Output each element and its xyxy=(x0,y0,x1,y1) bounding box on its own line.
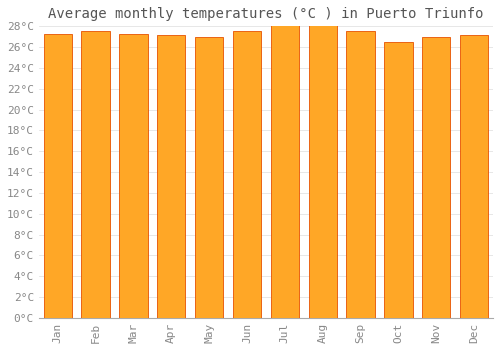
Bar xyxy=(44,34,72,318)
Bar xyxy=(82,32,110,318)
Bar xyxy=(422,37,450,318)
Bar xyxy=(460,35,488,318)
Bar xyxy=(157,35,186,318)
Bar xyxy=(346,32,375,318)
Bar xyxy=(270,24,299,318)
Title: Average monthly temperatures (°C ) in Puerto Triunfo: Average monthly temperatures (°C ) in Pu… xyxy=(48,7,484,21)
Bar xyxy=(233,32,261,318)
Bar xyxy=(308,24,337,318)
Bar xyxy=(384,42,412,318)
Bar xyxy=(195,37,224,318)
Bar xyxy=(119,34,148,318)
